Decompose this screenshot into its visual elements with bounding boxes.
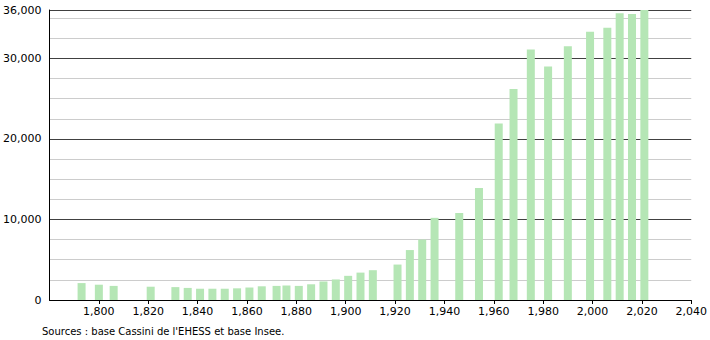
- svg-text:1,860: 1,860: [231, 305, 263, 318]
- svg-text:1,980: 1,980: [527, 305, 559, 318]
- svg-text:0: 0: [34, 294, 41, 307]
- svg-text:1,960: 1,960: [478, 305, 510, 318]
- svg-text:20,000: 20,000: [3, 132, 42, 145]
- svg-text:1,820: 1,820: [132, 305, 164, 318]
- svg-text:2,040: 2,040: [676, 305, 708, 318]
- svg-text:1,880: 1,880: [281, 305, 313, 318]
- svg-text:2,020: 2,020: [626, 305, 658, 318]
- svg-text:10,000: 10,000: [3, 213, 42, 226]
- svg-text:30,000: 30,000: [3, 52, 42, 65]
- svg-text:Sources : base Cassini de l'EH: Sources : base Cassini de l'EHESS et bas…: [42, 326, 284, 337]
- svg-text:1,900: 1,900: [330, 305, 362, 318]
- svg-text:1,840: 1,840: [182, 305, 214, 318]
- svg-text:1,940: 1,940: [429, 305, 461, 318]
- svg-text:1,920: 1,920: [379, 305, 411, 318]
- svg-text:2,000: 2,000: [577, 305, 609, 318]
- svg-text:1,800: 1,800: [83, 305, 115, 318]
- svg-text:36,000: 36,000: [3, 4, 42, 17]
